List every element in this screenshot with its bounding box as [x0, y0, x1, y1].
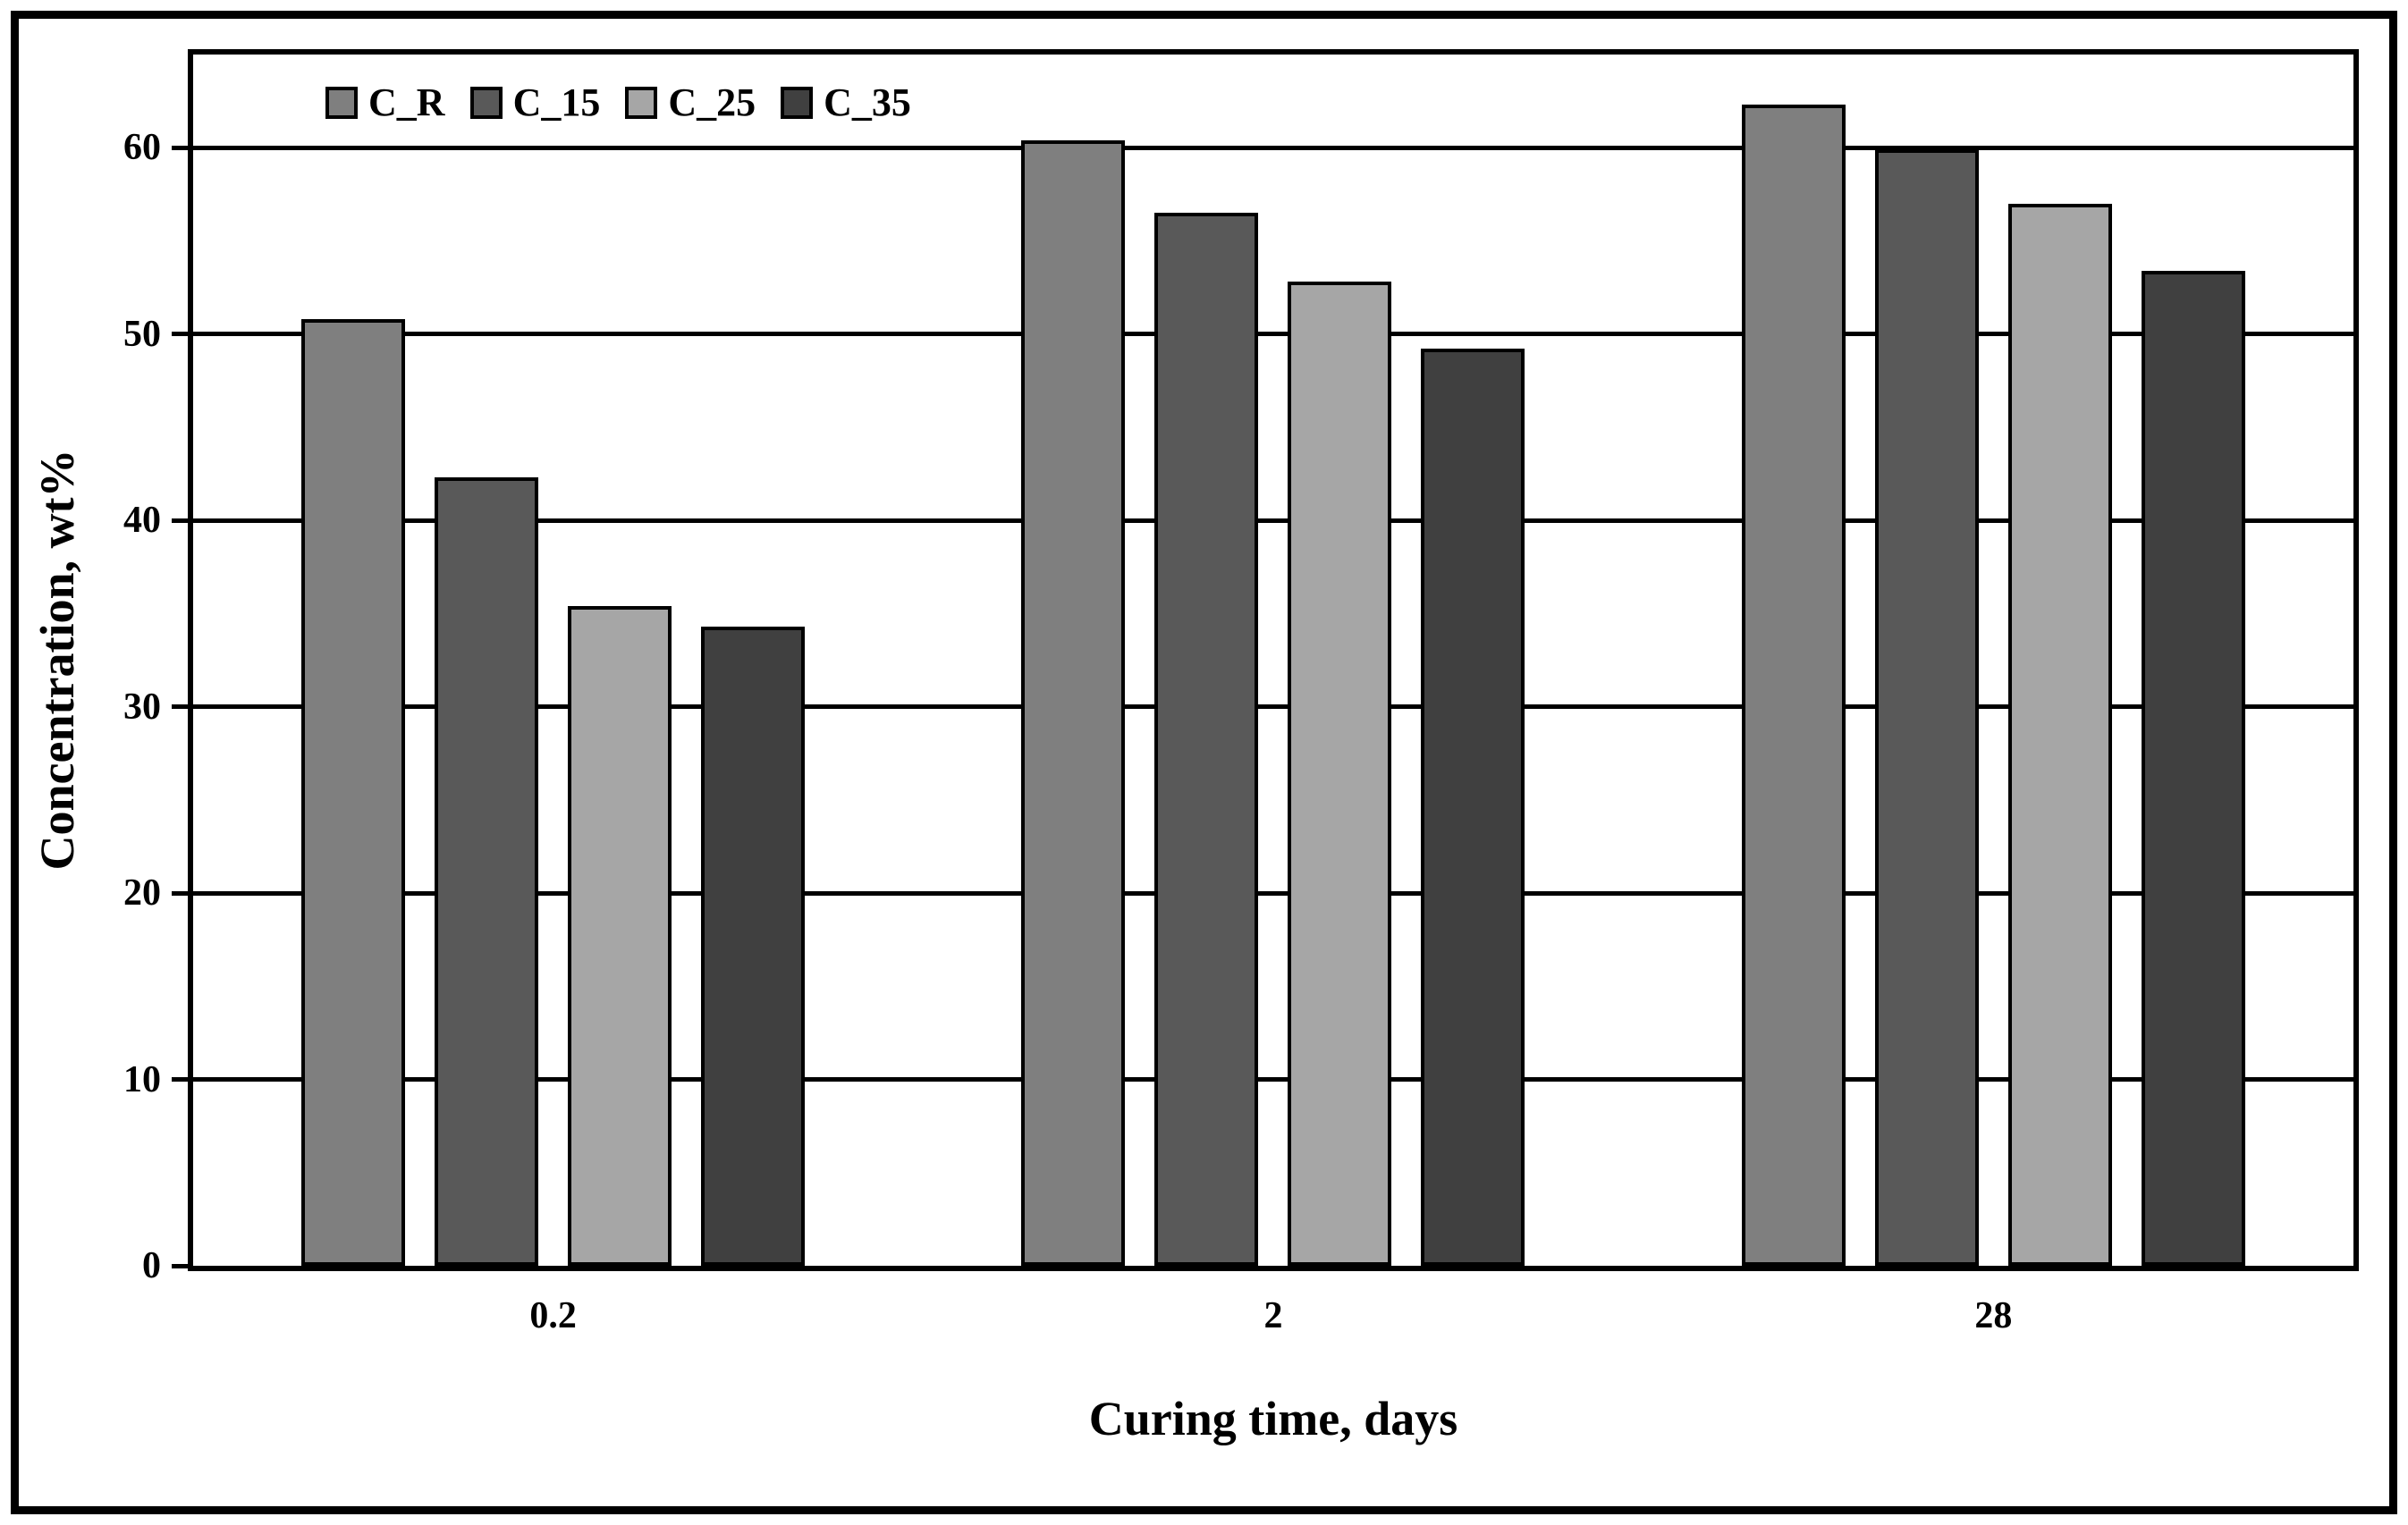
y-tick-mark-40	[172, 518, 188, 523]
y-tick-mark-60	[172, 145, 188, 150]
x-axis-title: Curing time, days	[1088, 1392, 1458, 1445]
gridline-y10	[193, 1077, 2353, 1083]
y-tick-label-50: 50	[123, 313, 161, 355]
category-group-0.2	[193, 55, 913, 1266]
category-group-28	[1634, 55, 2353, 1266]
y-tick-mark-0	[172, 1263, 188, 1268]
gridline-y30	[193, 704, 2353, 710]
gridline-y20	[193, 890, 2353, 896]
bar-C_25-0.2	[568, 606, 672, 1266]
x-tick-label-0.2: 0.2	[529, 1295, 577, 1336]
bar-C_35-0.2	[701, 626, 806, 1266]
legend-label-C_25: C_25	[668, 80, 756, 124]
legend: C_R C_15 C_25 C_35	[325, 83, 911, 122]
bar-C_R-0.2	[301, 319, 406, 1266]
x-tick-label-28: 28	[1974, 1295, 2013, 1336]
bar-C_15-2	[1154, 213, 1259, 1266]
legend-label-C_35: C_35	[824, 80, 911, 124]
y-axis-title: Concentration, wt%	[30, 449, 84, 871]
legend-swatch-C_R	[325, 87, 358, 119]
legend-swatch-C_35	[781, 87, 814, 119]
legend-swatch-C_25	[625, 87, 658, 119]
bar-C_25-2	[1288, 282, 1392, 1266]
y-tick-label-10: 10	[123, 1058, 161, 1100]
legend-swatch-C_15	[469, 87, 503, 119]
legend-label-C_R: C_R	[368, 80, 445, 124]
y-tick-mark-30	[172, 704, 188, 710]
y-tick-label-30: 30	[123, 686, 161, 728]
bar-C_15-0.2	[435, 477, 539, 1266]
bar-C_R-28	[1741, 105, 1846, 1266]
legend-item-C_35: C_35	[781, 83, 911, 122]
gridline-y60	[193, 145, 2353, 150]
y-tick-label-40: 40	[123, 500, 161, 542]
bar-C_35-2	[1421, 349, 1525, 1266]
legend-label-C_15: C_15	[512, 80, 601, 124]
x-tick-label-2: 2	[1263, 1295, 1283, 1336]
bar-C_15-28	[1874, 149, 1979, 1266]
legend-item-C_R: C_R	[325, 83, 445, 122]
plot-area: C_R C_15 C_25 C_35	[172, 49, 2359, 1271]
y-tick-label-60: 60	[123, 127, 161, 169]
legend-item-C_25: C_25	[625, 83, 756, 122]
category-group-2	[913, 55, 1633, 1266]
y-tick-mark-10	[172, 1077, 188, 1083]
gridline-y50	[193, 332, 2353, 337]
bar-C_25-28	[2007, 203, 2112, 1266]
y-tick-label-20: 20	[123, 872, 161, 914]
bar-C_35-28	[2141, 270, 2245, 1266]
bar-C_R-2	[1021, 139, 1126, 1266]
y-tick-label-0: 0	[142, 1245, 161, 1286]
y-tick-mark-50	[172, 332, 188, 337]
legend-item-C_15: C_15	[469, 80, 601, 124]
y-tick-mark-20	[172, 890, 188, 896]
gridline-y40	[193, 518, 2353, 523]
